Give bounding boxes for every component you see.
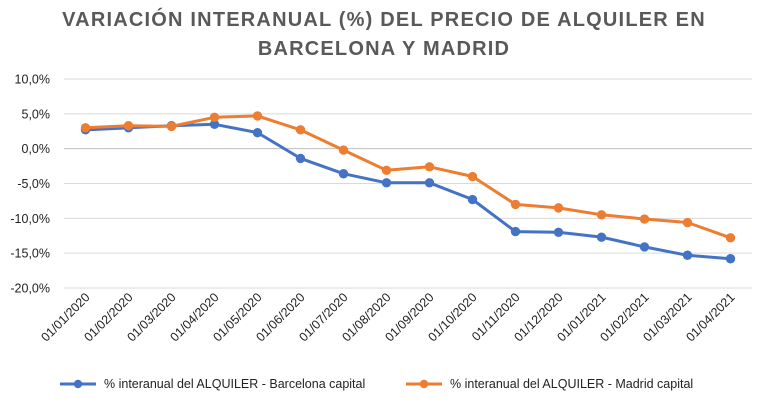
legend-marker-madrid <box>406 379 442 389</box>
series-line <box>84 122 732 261</box>
data-point <box>252 127 263 138</box>
series-lines <box>80 111 736 264</box>
data-point <box>80 123 91 133</box>
x-axis-tick-labels: 01/01/202001/02/202001/03/202001/04/2020… <box>38 290 737 344</box>
data-point <box>725 233 736 243</box>
series-line <box>84 114 732 240</box>
data-point <box>424 178 435 188</box>
gridlines <box>64 78 752 289</box>
data-point <box>123 120 134 131</box>
chart-title-line-1: VARIACIÓN INTERANUAL (%) DEL PRECIO DE A… <box>62 9 706 31</box>
data-point <box>467 194 478 205</box>
data-point <box>682 250 693 260</box>
y-tick-label: -15,0% <box>10 247 50 261</box>
data-point <box>596 232 607 242</box>
data-point <box>553 227 564 237</box>
data-point <box>467 171 478 182</box>
data-point <box>166 121 177 132</box>
data-point <box>682 217 693 228</box>
data-point <box>338 169 349 179</box>
legend-item-madrid: % interanual del ALQUILER - Madrid capit… <box>404 373 693 395</box>
y-tick-label: 10,0% <box>15 73 50 87</box>
data-point <box>510 199 521 210</box>
data-point <box>553 203 564 213</box>
legend-item-barcelona: % interanual del ALQUILER - Barcelona ca… <box>58 373 365 395</box>
data-point <box>295 125 306 135</box>
chart-title: VARIACIÓN INTERANUAL (%) DEL PRECIO DE A… <box>0 6 768 64</box>
data-point <box>338 145 349 155</box>
data-point <box>510 226 521 237</box>
y-tick-label: -20,0% <box>10 282 50 296</box>
series-barcelona <box>80 119 736 264</box>
legend: % interanual del ALQUILER - Barcelona ca… <box>0 373 768 395</box>
data-point <box>381 165 392 175</box>
y-tick-label: -10,0% <box>10 212 50 226</box>
y-axis-tick-labels: 10,0% 5,0% 0,0% -5,0% -10,0% -15,0% -20,0% <box>10 73 50 296</box>
data-point <box>295 153 306 164</box>
legend-marker-barcelona <box>60 379 96 389</box>
data-point <box>725 254 736 264</box>
chart-title-line-2: BARCELONA Y MADRID <box>257 38 511 60</box>
series-madrid <box>80 111 736 243</box>
legend-label-madrid: % interanual del ALQUILER - Madrid capit… <box>450 377 694 391</box>
data-point <box>424 162 435 172</box>
y-tick-label: -5,0% <box>17 177 50 191</box>
data-point <box>381 178 392 188</box>
legend-label-barcelona: % interanual del ALQUILER - Barcelona ca… <box>104 377 366 391</box>
data-point <box>209 112 220 123</box>
data-point <box>596 210 607 220</box>
data-point <box>639 214 650 224</box>
data-point <box>639 242 650 252</box>
y-tick-label: 0,0% <box>22 142 51 156</box>
y-tick-label: 5,0% <box>22 107 51 121</box>
data-point <box>252 111 263 121</box>
